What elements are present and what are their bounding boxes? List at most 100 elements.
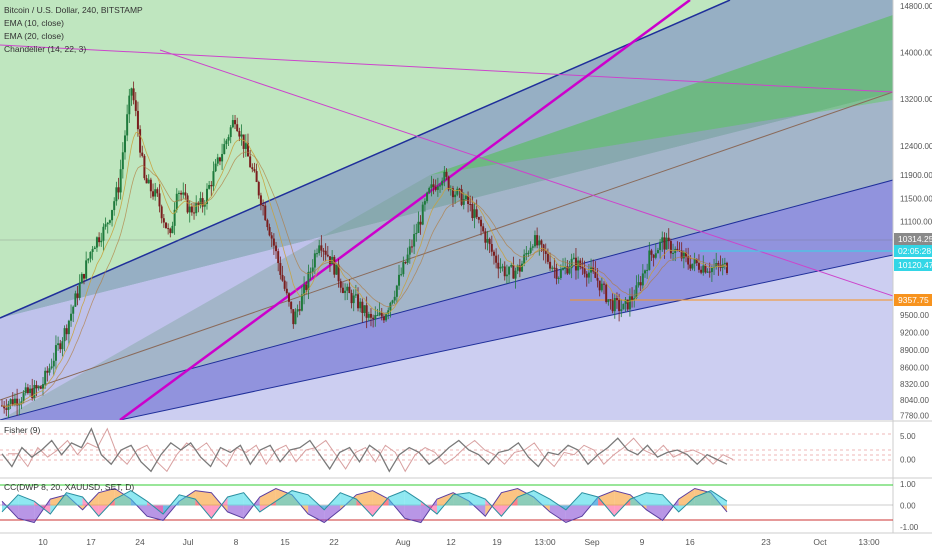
candle-body bbox=[193, 212, 196, 214]
candle-body bbox=[346, 286, 349, 291]
cc-area-segment bbox=[437, 494, 454, 515]
ema-price-text: 10120.47 bbox=[898, 260, 932, 270]
candle-body bbox=[583, 268, 586, 274]
candle-body bbox=[223, 144, 226, 154]
cc-areas-layer bbox=[1, 487, 728, 524]
candle-body bbox=[637, 282, 640, 286]
candle-body bbox=[687, 256, 690, 265]
candle-body bbox=[656, 250, 659, 254]
candle-body bbox=[456, 188, 459, 195]
candle-body bbox=[654, 253, 657, 258]
candle-body bbox=[333, 256, 336, 275]
candle-body bbox=[225, 140, 228, 145]
cc-series-line bbox=[1, 487, 728, 524]
cc-area-segment bbox=[388, 490, 405, 506]
cc-area-segment bbox=[18, 494, 35, 506]
candle-body bbox=[130, 88, 133, 96]
price-tick-label: 7780.00 bbox=[900, 411, 929, 420]
candle-body bbox=[490, 244, 493, 252]
candle-body bbox=[255, 171, 258, 182]
candle-body bbox=[480, 219, 483, 227]
median-line bbox=[0, 91, 893, 401]
candle-body bbox=[697, 263, 700, 270]
candle-body bbox=[691, 263, 694, 269]
candle-body bbox=[404, 262, 407, 264]
candle-body bbox=[484, 231, 487, 243]
candle-body bbox=[596, 277, 599, 281]
candle-body bbox=[337, 264, 340, 282]
candle-body bbox=[341, 287, 344, 293]
cc-area-segment bbox=[356, 490, 373, 506]
fisher-line bbox=[1, 427, 728, 473]
candle-body bbox=[326, 254, 329, 257]
cc-area-segment bbox=[227, 492, 244, 506]
candle-body bbox=[132, 88, 135, 101]
candle-body bbox=[574, 257, 577, 271]
candle-body bbox=[175, 193, 178, 210]
candle-body bbox=[216, 157, 219, 164]
candle-body bbox=[29, 388, 32, 394]
candle-body bbox=[555, 268, 558, 279]
candle-body bbox=[525, 253, 528, 255]
candle-body bbox=[281, 274, 284, 281]
candle-body bbox=[164, 222, 167, 229]
candle-body bbox=[242, 134, 245, 149]
candle-body bbox=[492, 251, 495, 256]
candle-body bbox=[577, 260, 580, 271]
candle-body bbox=[473, 209, 476, 219]
cc-area-segment bbox=[533, 490, 550, 506]
candle-body bbox=[210, 184, 213, 187]
countdown-badge bbox=[894, 245, 932, 257]
wedge-green bbox=[430, 15, 893, 175]
candle-body bbox=[542, 244, 545, 252]
candle-body bbox=[39, 386, 42, 389]
candle-body bbox=[367, 313, 370, 318]
candle-body bbox=[201, 198, 204, 207]
candle-body bbox=[26, 387, 29, 394]
price-tick-label: 9500.00 bbox=[900, 311, 929, 320]
time-tick-label: 16 bbox=[685, 537, 695, 547]
candle-body bbox=[600, 283, 603, 291]
candle-body bbox=[633, 298, 636, 300]
candle-body bbox=[557, 277, 560, 279]
candle-body bbox=[3, 405, 6, 409]
candle-body bbox=[374, 315, 377, 319]
candle-body bbox=[680, 250, 683, 259]
candle-body bbox=[221, 153, 224, 162]
candle-body bbox=[63, 328, 66, 342]
candle-body bbox=[145, 178, 148, 184]
price-badges: 10314.25 02:05:28 10120.47 9357.75 bbox=[894, 233, 932, 306]
candle-body bbox=[5, 408, 8, 410]
candle-body bbox=[11, 399, 14, 405]
candle-body bbox=[723, 262, 726, 265]
candle-body bbox=[136, 110, 139, 130]
low-price-text: 9357.75 bbox=[898, 295, 929, 305]
candle-body bbox=[41, 384, 44, 389]
candle-body bbox=[615, 298, 618, 301]
candle-body bbox=[477, 217, 480, 220]
candle-body bbox=[652, 254, 655, 258]
price-tick-label: 8900.00 bbox=[900, 346, 929, 355]
candle-body bbox=[354, 294, 357, 296]
candle-body bbox=[669, 241, 672, 254]
candle-body bbox=[423, 201, 426, 205]
time-tick-label: 23 bbox=[761, 537, 771, 547]
cc-area-segment bbox=[211, 492, 228, 512]
candle-body bbox=[249, 156, 252, 168]
candle-body bbox=[544, 251, 547, 254]
candle-body bbox=[624, 299, 627, 304]
candle-body bbox=[408, 246, 411, 255]
time-tick-label: 17 bbox=[86, 537, 96, 547]
candle-body bbox=[508, 266, 511, 275]
last-price-text: 10314.25 bbox=[898, 234, 932, 244]
cc-tick-label: 1.00 bbox=[900, 480, 916, 489]
cc-area-segment bbox=[324, 505, 341, 523]
ema20-line bbox=[1, 151, 728, 407]
candle-body bbox=[486, 238, 489, 243]
candle-body bbox=[182, 192, 185, 195]
candle-body bbox=[70, 313, 73, 321]
candle-body bbox=[50, 366, 53, 369]
candle-body bbox=[348, 286, 351, 294]
